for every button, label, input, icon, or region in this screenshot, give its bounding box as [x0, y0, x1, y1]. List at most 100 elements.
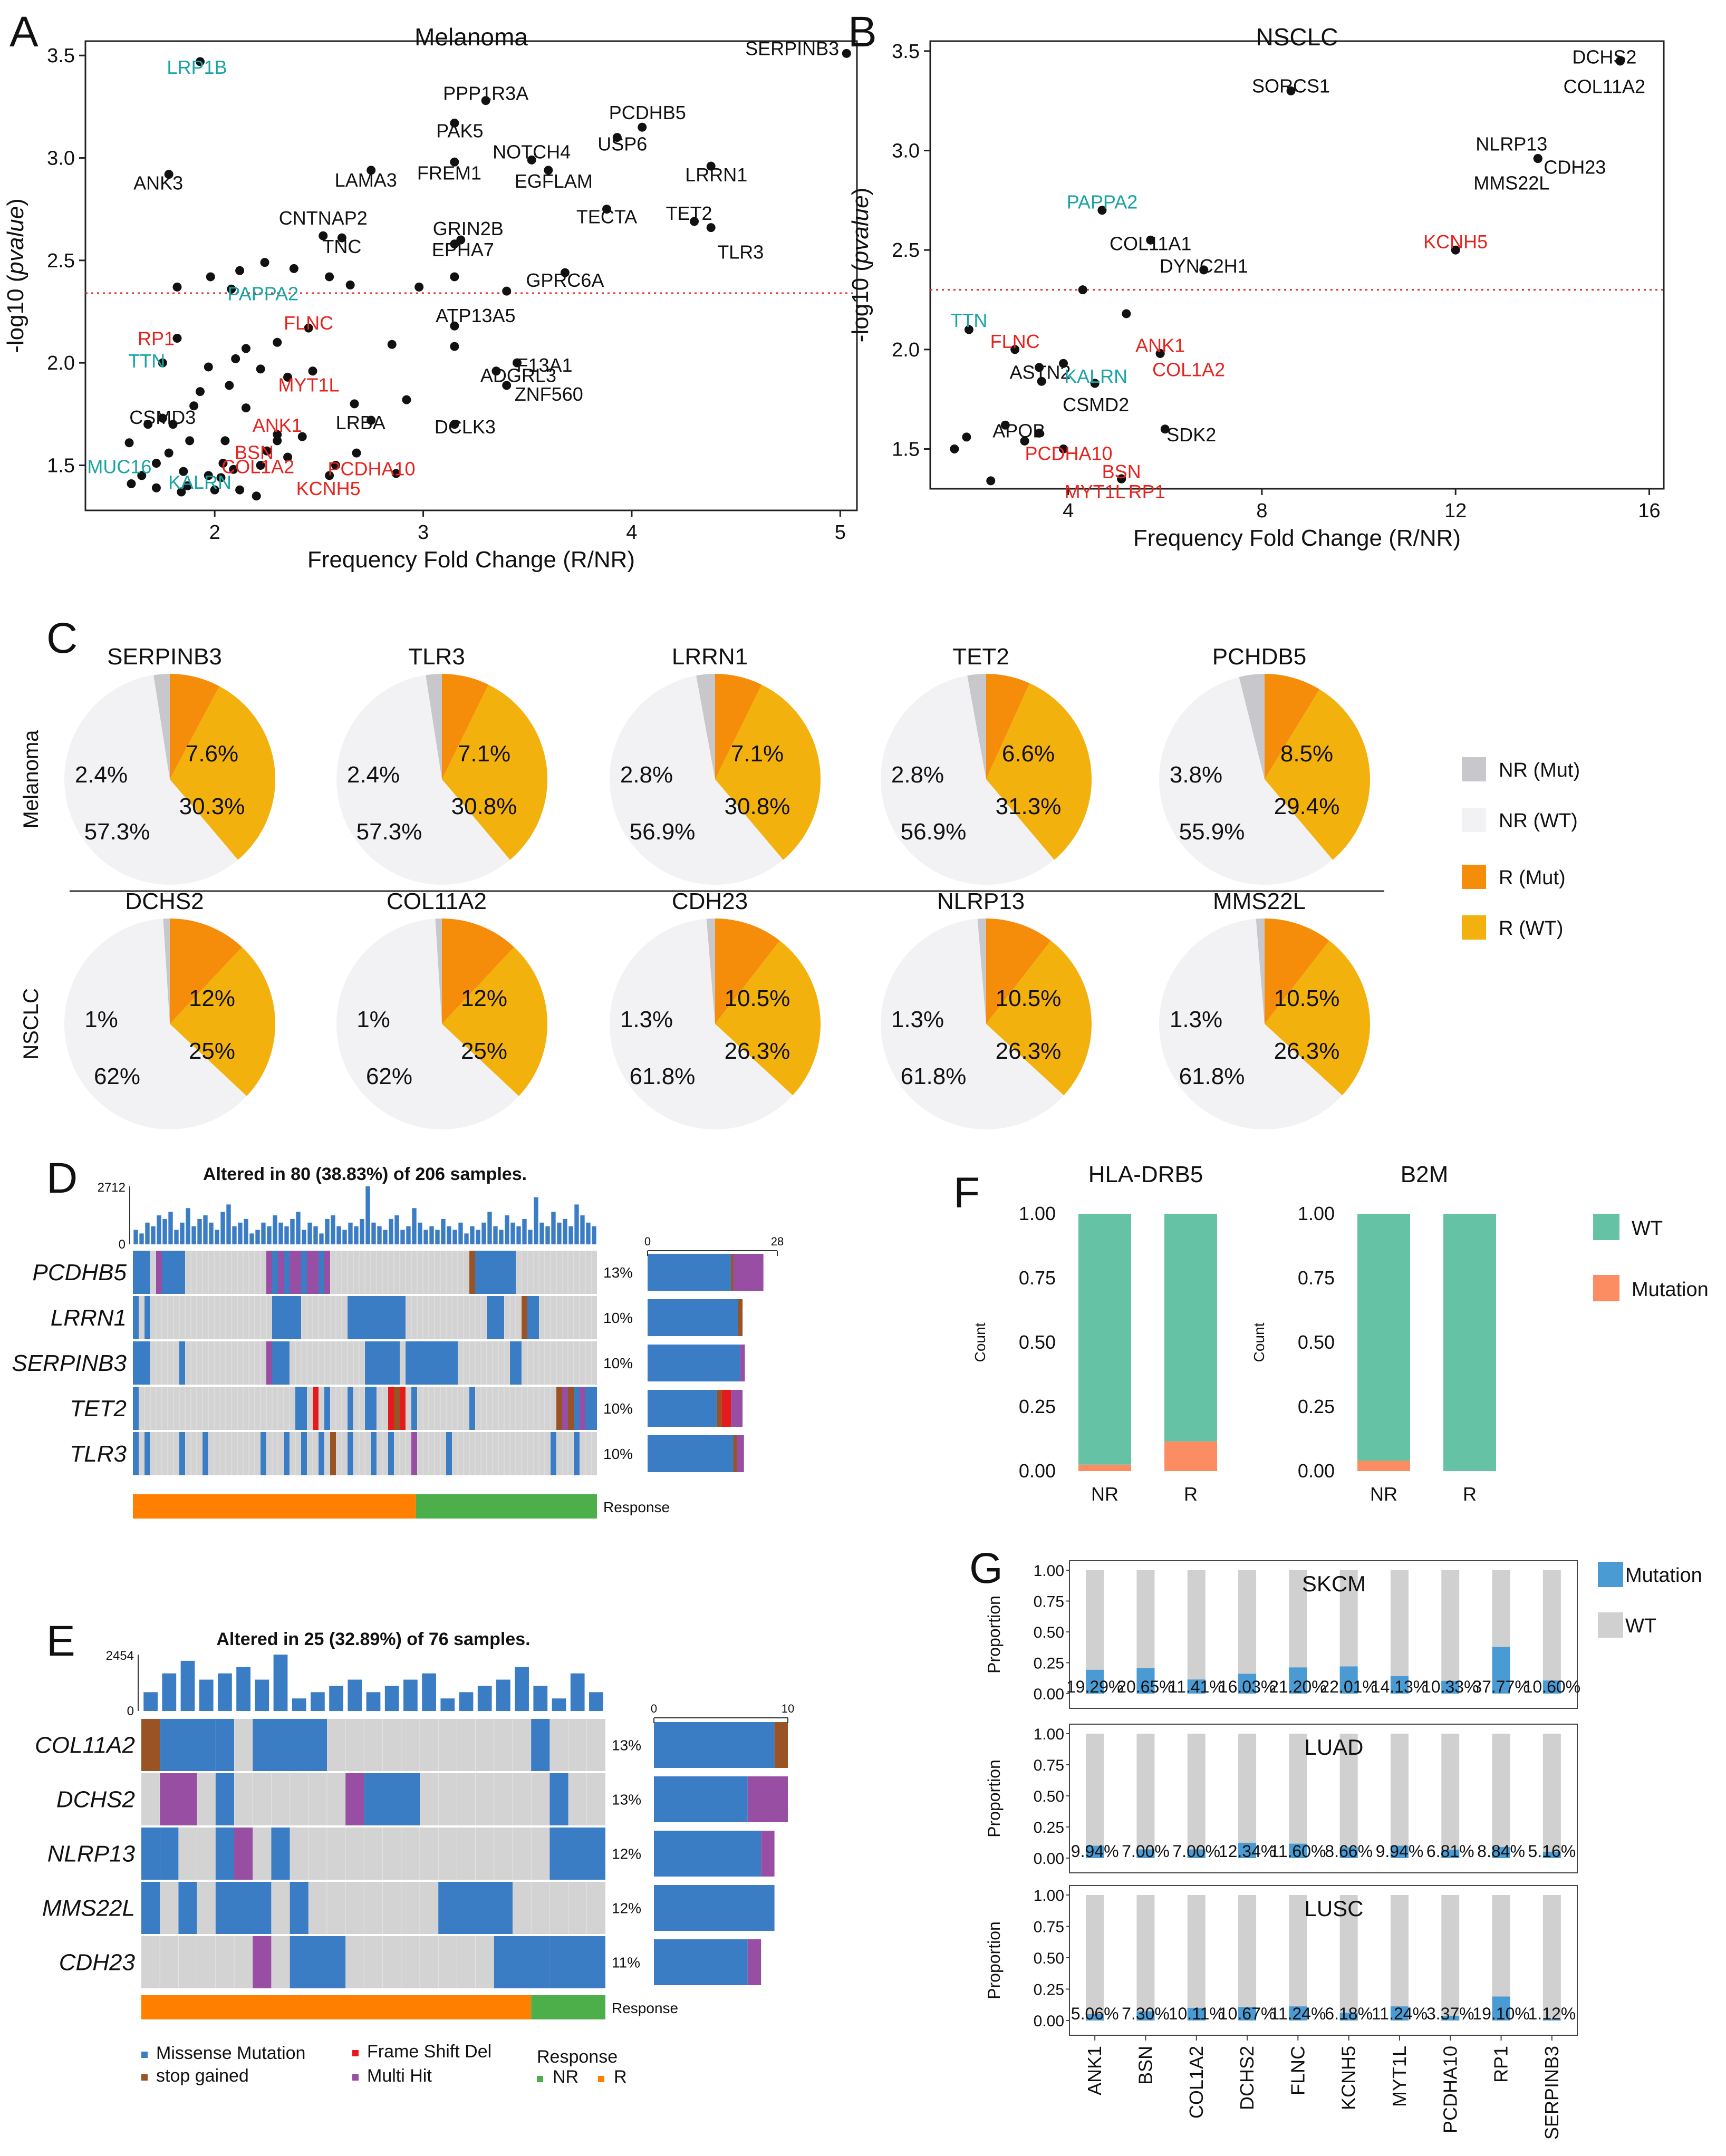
point-label: CDH23 — [1544, 157, 1606, 178]
legend-swatch — [1593, 1275, 1619, 1301]
data-point — [151, 459, 161, 468]
pie-slice-label: 12% — [189, 985, 235, 1011]
pie-slice — [610, 919, 793, 1129]
mutation-cell — [522, 1296, 527, 1339]
panel-label-e: E — [46, 1617, 75, 1665]
point-label: BSN — [1102, 461, 1141, 482]
pie-slice-label: 26.3% — [996, 1038, 1062, 1064]
y-axis-label: Count — [972, 1322, 988, 1362]
y-tick-label: 0.75 — [1034, 1593, 1064, 1611]
tmb-bar — [418, 1222, 422, 1244]
x-tick-label: 2 — [209, 521, 220, 544]
data-point — [325, 471, 334, 480]
tmb-bar — [384, 1686, 399, 1711]
gene-bar-segment — [733, 1254, 764, 1291]
x-tick-label: MYT1L — [1388, 2046, 1410, 2107]
tmb-bar — [284, 1226, 289, 1244]
tmb-bar — [218, 1673, 232, 1711]
y-axis-label: Count — [1251, 1322, 1267, 1362]
data-point — [204, 362, 213, 372]
pie-slice — [706, 919, 715, 1024]
legend-swatch — [141, 2074, 148, 2081]
mutation-cell — [562, 1387, 568, 1430]
pie-slice — [442, 674, 489, 779]
point-label: KCNH5 — [296, 478, 361, 499]
mutation-bar — [1289, 1843, 1307, 1858]
point-label: LAMA3 — [335, 169, 397, 191]
gene-bar-segment — [738, 1299, 743, 1336]
pie-slice-label: 7.6% — [186, 741, 238, 767]
tmb-bar — [510, 1222, 515, 1244]
point-label: SORCS1 — [1252, 75, 1330, 96]
bar-value-label: 5.06% — [1071, 2004, 1119, 2023]
oncoplot-title: Altered in 25 (32.89%) of 76 samples. — [216, 1629, 530, 1649]
mutation-cell — [133, 1296, 139, 1339]
pie-title: TLR3 — [408, 644, 465, 670]
tmb-zero-label: 0 — [119, 1237, 126, 1252]
y-tick-label: 0.00 — [1019, 1460, 1056, 1482]
panel-g-bars: 0.00 0.25 0.50 0.75 1.00 Proportion 19.29%20.6… — [985, 1560, 1702, 2140]
gene-bar-segment — [747, 1776, 788, 1822]
wt-bar — [1441, 1895, 1460, 2020]
mutation-cell — [549, 1828, 605, 1880]
data-point — [402, 395, 411, 404]
mutation-cell — [272, 1341, 290, 1385]
pie-title: COL11A2 — [387, 888, 487, 914]
x-axis-label: Frequency Fold Change (R/NR) — [1133, 525, 1461, 551]
mutation-bar — [1339, 1666, 1358, 1694]
tmb-bar — [487, 1212, 492, 1244]
point-label: MMS22L — [1473, 172, 1549, 194]
tmb-bar — [360, 1219, 364, 1244]
legend-label: R (WT) — [1499, 917, 1563, 940]
response-label: Response — [603, 1499, 670, 1515]
pie-slice — [170, 674, 219, 779]
y-tick-label: 2.0 — [47, 352, 75, 374]
tmb-bar — [278, 1222, 283, 1244]
pie-slice — [153, 674, 170, 779]
pie-slice — [1159, 919, 1343, 1129]
gene-percent: 10% — [603, 1400, 633, 1417]
mutation-cell — [160, 1828, 179, 1880]
tmb-bar — [209, 1222, 214, 1244]
mutation-cell — [406, 1341, 423, 1385]
pie-slice-label: 25% — [189, 1038, 235, 1064]
pie-slice — [64, 675, 238, 885]
tmb-bar — [273, 1215, 277, 1244]
pie-slice — [170, 686, 276, 860]
tmb-bar — [365, 1186, 370, 1244]
data-point — [1078, 285, 1087, 295]
x-tick-label: 12 — [1444, 500, 1467, 522]
pie-slice — [715, 674, 762, 779]
data-point — [308, 366, 317, 376]
pie-slice — [442, 947, 547, 1096]
point-label: TET2 — [666, 202, 712, 224]
tmb-bar — [481, 1222, 486, 1244]
data-point — [502, 286, 512, 296]
y-tick-label: 0.25 — [1019, 1396, 1056, 1417]
panel-label-b: B — [848, 8, 877, 56]
data-point — [216, 473, 226, 482]
point-label: F13A1 — [516, 354, 572, 376]
pie-slice — [715, 684, 821, 860]
bar-value-label: 9.94% — [1376, 1842, 1424, 1861]
mutation-cell — [271, 1828, 290, 1880]
mutation-cell — [253, 1719, 327, 1771]
pie-slice — [977, 919, 986, 1024]
legend-label: stop gained — [156, 2066, 249, 2086]
data-point — [143, 420, 153, 429]
data-point — [391, 469, 401, 478]
pie-slice-label: 1% — [84, 1007, 118, 1032]
tmb-bar — [143, 1692, 158, 1711]
x-tick-label: 4 — [626, 521, 637, 544]
legend-label: R — [614, 2067, 627, 2087]
gene-percent: 13% — [612, 1737, 641, 1754]
tmb-bar — [493, 1226, 498, 1244]
point-label: SDK2 — [1166, 424, 1216, 446]
wt-bar — [1289, 1734, 1307, 1858]
mutation-bar — [1542, 1851, 1561, 1858]
pie-slice — [609, 675, 784, 885]
wt-bar — [1542, 1734, 1561, 1858]
point-label: EPHA7 — [432, 239, 494, 260]
tmb-bar — [267, 1226, 272, 1244]
mutation-bar — [1289, 2006, 1307, 2020]
